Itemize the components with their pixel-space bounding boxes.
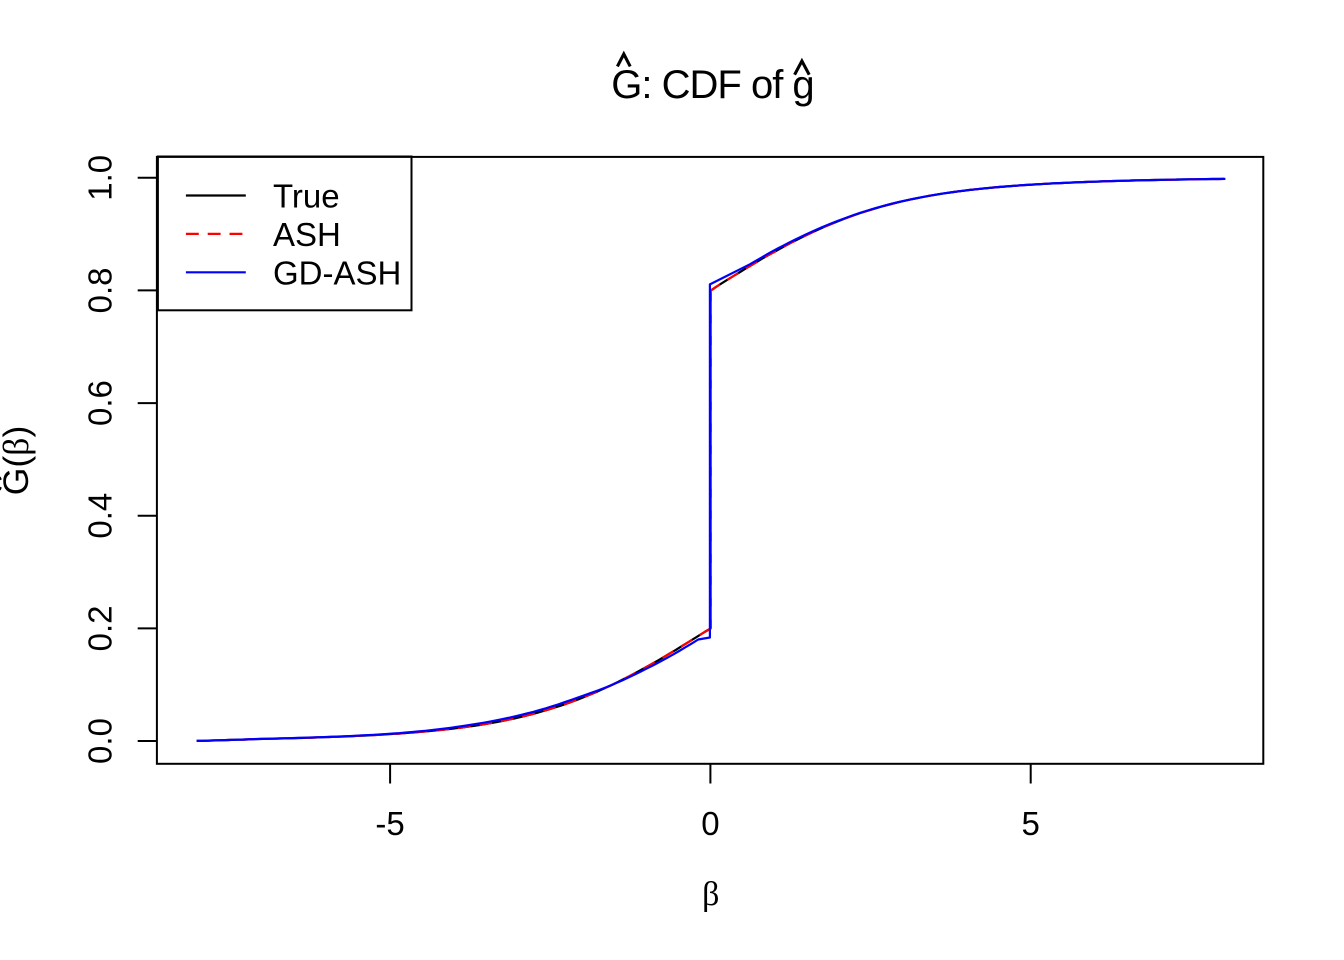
svg-text:-5: -5 — [375, 805, 404, 842]
svg-text:0: 0 — [701, 805, 719, 842]
svg-text:0.8: 0.8 — [82, 267, 119, 313]
svg-text:G: CDF of g: G: CDF of g — [611, 63, 813, 107]
svg-text:0.2: 0.2 — [82, 605, 119, 651]
svg-text:5: 5 — [1022, 805, 1040, 842]
svg-text:G(β): G(β) — [0, 426, 36, 496]
svg-text:ASH: ASH — [273, 216, 341, 253]
svg-text:1.0: 1.0 — [82, 155, 119, 201]
svg-text:0.0: 0.0 — [82, 718, 119, 764]
svg-text:0.4: 0.4 — [82, 493, 119, 539]
svg-text:GD-ASH: GD-ASH — [273, 254, 401, 291]
svg-text:0.6: 0.6 — [82, 380, 119, 426]
svg-text:True: True — [273, 178, 340, 215]
svg-text:β: β — [702, 876, 719, 913]
